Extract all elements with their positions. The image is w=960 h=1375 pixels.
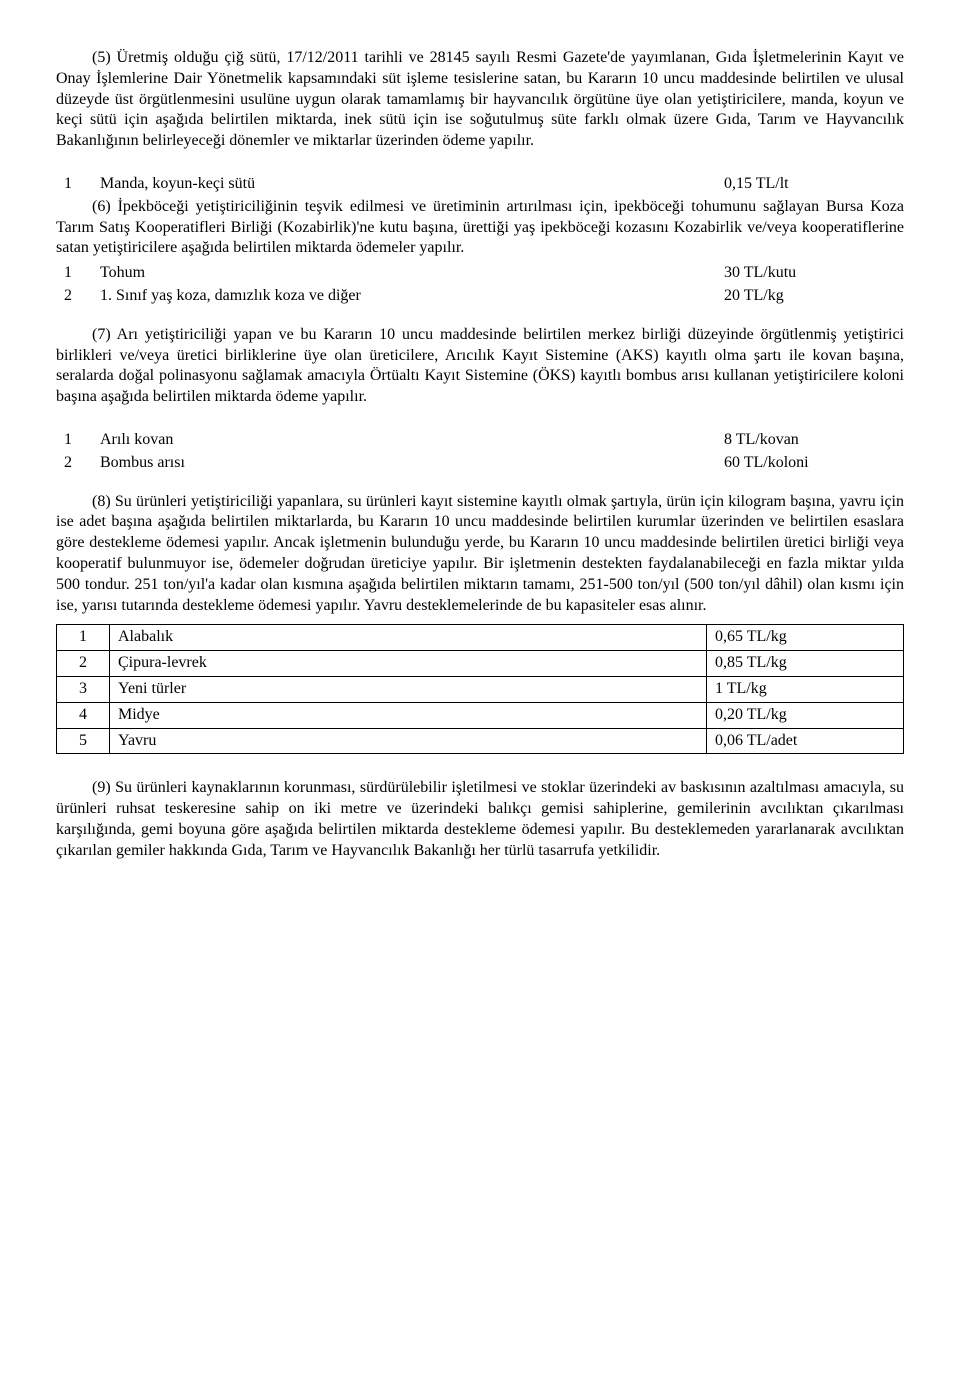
cell-value: 0,06 TL/adet [707, 728, 904, 754]
paragraph-9: (9) Su ürünleri kaynaklarının korunması,… [56, 778, 904, 861]
cell-num: 5 [57, 728, 110, 754]
cell-label: Yavru [110, 728, 707, 754]
row-label: 1. Sınıf yaş koza, damızlık koza ve diğe… [100, 286, 724, 307]
paragraph-8: (8) Su ürünleri yetiştiriciliği yapanlar… [56, 492, 904, 617]
paragraph-5: (5) Üretmiş olduğu çiğ sütü, 17/12/2011 … [56, 48, 904, 152]
paragraph-6: (6) İpekböceği yetiştiriciliğinin teşvik… [56, 197, 904, 259]
row-label: Arılı kovan [100, 430, 724, 451]
cell-value: 0,65 TL/kg [707, 625, 904, 651]
row-num: 1 [56, 174, 100, 195]
table-row: 4Midye0,20 TL/kg [57, 702, 904, 728]
milk-row: 1 Manda, koyun-keçi sütü 0,15 TL/lt [56, 174, 904, 195]
row-value: 8 TL/kovan [724, 430, 904, 451]
table-row: 3Yeni türler1 TL/kg [57, 676, 904, 702]
cell-label: Midye [110, 702, 707, 728]
row-value: 60 TL/koloni [724, 453, 904, 474]
aquaculture-table: 1Alabalık0,65 TL/kg2Çipura-levrek0,85 TL… [56, 624, 904, 754]
table-row: 5Yavru0,06 TL/adet [57, 728, 904, 754]
row-num: 1 [56, 430, 100, 451]
bee-row-1: 1 Arılı kovan 8 TL/kovan [56, 430, 904, 451]
cell-num: 2 [57, 651, 110, 677]
row-num: 2 [56, 286, 100, 307]
row-label: Tohum [100, 263, 724, 284]
cell-label: Yeni türler [110, 676, 707, 702]
row-value: 30 TL/kutu [724, 263, 904, 284]
table-row: 2Çipura-levrek0,85 TL/kg [57, 651, 904, 677]
table-row: 1Alabalık0,65 TL/kg [57, 625, 904, 651]
silk-row-2: 2 1. Sınıf yaş koza, damızlık koza ve di… [56, 286, 904, 307]
bee-row-2: 2 Bombus arısı 60 TL/koloni [56, 453, 904, 474]
cell-num: 4 [57, 702, 110, 728]
silk-row-1: 1 Tohum 30 TL/kutu [56, 263, 904, 284]
row-num: 2 [56, 453, 100, 474]
row-label: Bombus arısı [100, 453, 724, 474]
cell-value: 0,20 TL/kg [707, 702, 904, 728]
cell-value: 0,85 TL/kg [707, 651, 904, 677]
cell-value: 1 TL/kg [707, 676, 904, 702]
cell-label: Çipura-levrek [110, 651, 707, 677]
row-label: Manda, koyun-keçi sütü [100, 174, 724, 195]
paragraph-7: (7) Arı yetiştiriciliği yapan ve bu Kara… [56, 325, 904, 408]
row-num: 1 [56, 263, 100, 284]
cell-num: 3 [57, 676, 110, 702]
cell-label: Alabalık [110, 625, 707, 651]
row-value: 20 TL/kg [724, 286, 904, 307]
row-value: 0,15 TL/lt [724, 174, 904, 195]
cell-num: 1 [57, 625, 110, 651]
